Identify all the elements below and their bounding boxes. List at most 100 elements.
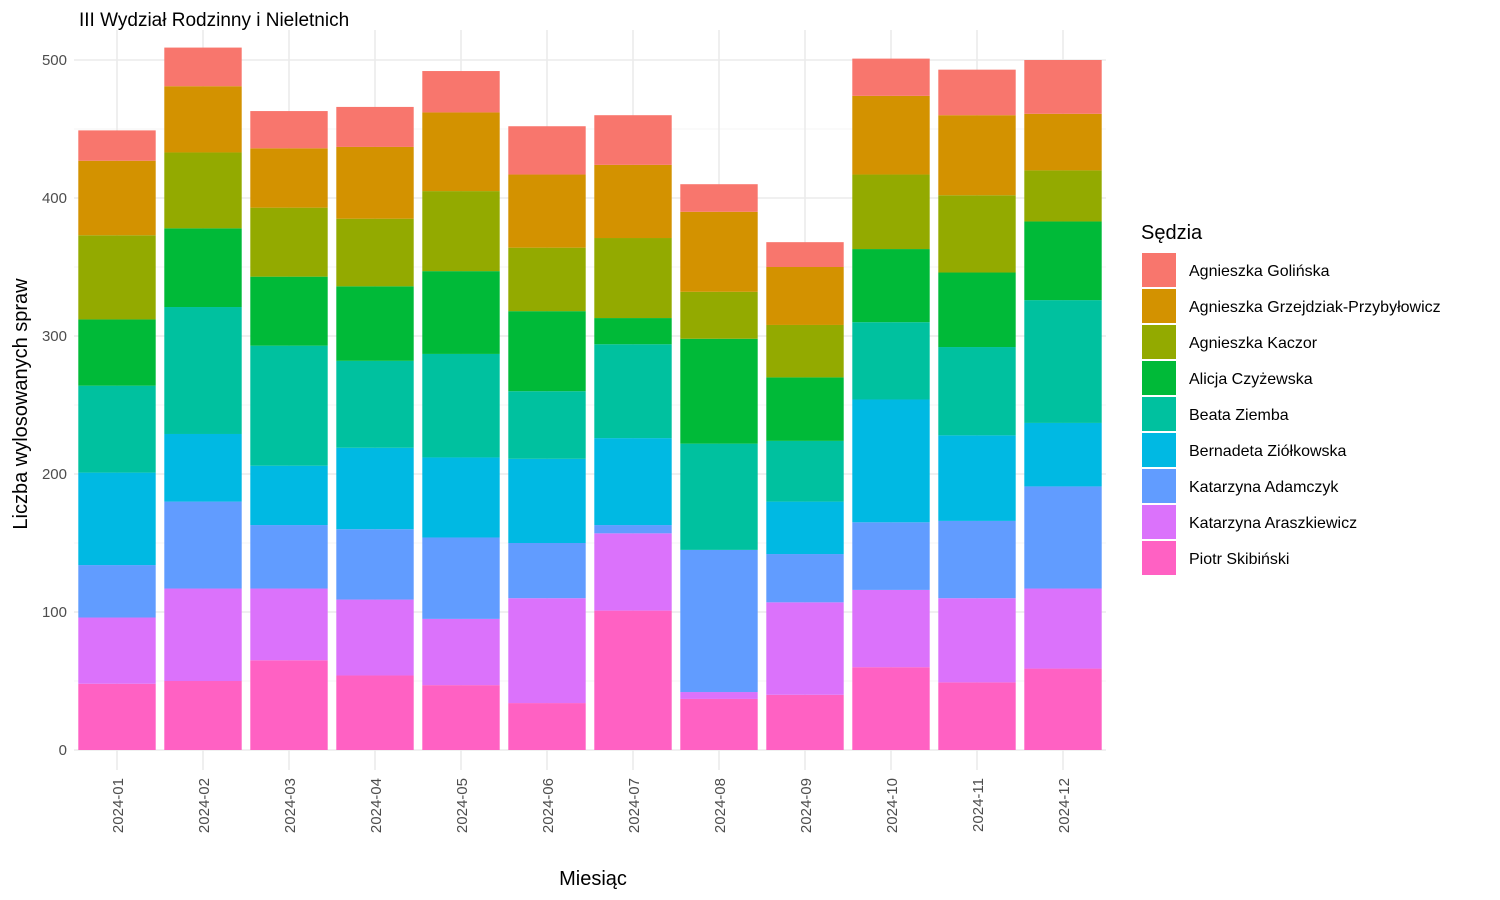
bar-segment: [422, 271, 500, 354]
bar-segment: [250, 465, 328, 526]
y-axis-title: Liczba wylosowanych spraw: [10, 278, 32, 530]
bar-segment: [594, 525, 672, 534]
bar-segment: [78, 617, 156, 684]
legend-swatch: [1142, 253, 1176, 287]
legend-label: Katarzyna Araszkiewicz: [1189, 515, 1357, 532]
x-tick-label: 2024-12: [1056, 778, 1073, 833]
bar-segment: [422, 112, 500, 192]
bar-segment: [78, 235, 156, 320]
x-tick-label: 2024-07: [626, 778, 643, 833]
bar-segment: [680, 338, 758, 444]
legend-label: Katarzyna Adamczyk: [1189, 479, 1339, 496]
bar-segment: [1024, 668, 1102, 750]
legend-swatch: [1142, 397, 1176, 431]
bar-segment: [766, 440, 844, 502]
bar-segment: [680, 549, 758, 693]
bar-segment: [680, 698, 758, 750]
legend-label: Piotr Skibiński: [1189, 551, 1289, 568]
bar-segment: [1024, 221, 1102, 301]
bar-segment: [250, 345, 328, 466]
bar-segment: [852, 249, 930, 323]
bar-segment: [766, 324, 844, 378]
chart-title: III Wydział Rodzinny i Nieletnich: [79, 10, 349, 31]
bar-segment: [680, 291, 758, 339]
y-tick-label: 0: [59, 742, 67, 759]
bar-segment: [938, 682, 1016, 750]
bar-segment: [508, 703, 586, 750]
bar-segment: [164, 588, 242, 681]
y-tick-label: 300: [42, 328, 67, 345]
bar-segment: [766, 377, 844, 441]
bar-segment: [508, 391, 586, 459]
bar-segment: [938, 195, 1016, 273]
x-tick-label: 2024-04: [368, 778, 385, 833]
bar-segment: [422, 71, 500, 113]
bar-segment: [164, 501, 242, 589]
bar-segment: [164, 152, 242, 229]
bar-segment: [508, 174, 586, 248]
legend-swatch: [1142, 541, 1176, 575]
axis-ticks: 0 100 200 300 400 500 2024-01 2024-02 2024-03 202…: [42, 52, 1073, 833]
bar-segment: [766, 242, 844, 267]
bar-segment: [78, 683, 156, 750]
bar-segment: [78, 472, 156, 566]
legend-label: Agnieszka Golińska: [1189, 263, 1330, 280]
bar-segment: [250, 207, 328, 277]
y-tick-label: 400: [42, 190, 67, 207]
bar-segment: [336, 360, 414, 448]
bar-segment: [78, 385, 156, 473]
bar-segment: [938, 272, 1016, 348]
legend-label: Beata Ziemba: [1189, 407, 1289, 424]
bar-segment: [852, 399, 930, 523]
bar-segment: [508, 311, 586, 392]
bar-segment: [852, 95, 930, 175]
bar-segment: [938, 520, 1016, 599]
bar-segment: [508, 458, 586, 543]
legend-swatch: [1142, 289, 1176, 323]
bar-segment: [938, 435, 1016, 521]
bar-segment: [508, 247, 586, 312]
x-tick-label: 2024-03: [282, 778, 299, 833]
y-tick-label: 200: [42, 466, 67, 483]
bars: [78, 47, 1102, 750]
bar-segment: [766, 694, 844, 750]
bar-segment: [852, 58, 930, 96]
bar-segment: [852, 322, 930, 400]
bar-segment: [766, 501, 844, 555]
bar-segment: [78, 160, 156, 236]
bar-segment: [938, 347, 1016, 436]
bar-segment: [680, 692, 758, 699]
bar-segment: [680, 211, 758, 292]
bar-segment: [422, 537, 500, 619]
bar-segment: [78, 319, 156, 386]
bar-segment: [250, 525, 328, 589]
bar-segment: [680, 184, 758, 212]
bar-segment: [1024, 588, 1102, 669]
bar-segment: [594, 344, 672, 439]
bar-segment: [594, 533, 672, 611]
bar-segment: [508, 598, 586, 704]
bar-segment: [336, 447, 414, 530]
bar-segment: [594, 610, 672, 750]
bar-segment: [164, 433, 242, 502]
bar-segment: [250, 660, 328, 750]
x-tick-label: 2024-06: [540, 778, 557, 833]
legend-label: Agnieszka Grzejdziak-Przybyłowicz: [1189, 299, 1441, 316]
x-tick-label: 2024-08: [712, 778, 729, 833]
legend-swatch: [1142, 433, 1176, 467]
bar-segment: [852, 667, 930, 750]
bar-segment: [164, 307, 242, 434]
bar-segment: [422, 618, 500, 686]
bar-segment: [250, 111, 328, 149]
x-tick-label: 2024-02: [196, 778, 213, 833]
bar-segment: [766, 267, 844, 325]
bar-segment: [852, 522, 930, 590]
legend-swatch: [1142, 469, 1176, 503]
bar-segment: [766, 554, 844, 603]
legend-swatch: [1142, 505, 1176, 539]
bar-segment: [164, 228, 242, 308]
bar-segment: [336, 146, 414, 219]
bar-segment: [78, 130, 156, 161]
x-tick-label: 2024-09: [798, 778, 815, 833]
